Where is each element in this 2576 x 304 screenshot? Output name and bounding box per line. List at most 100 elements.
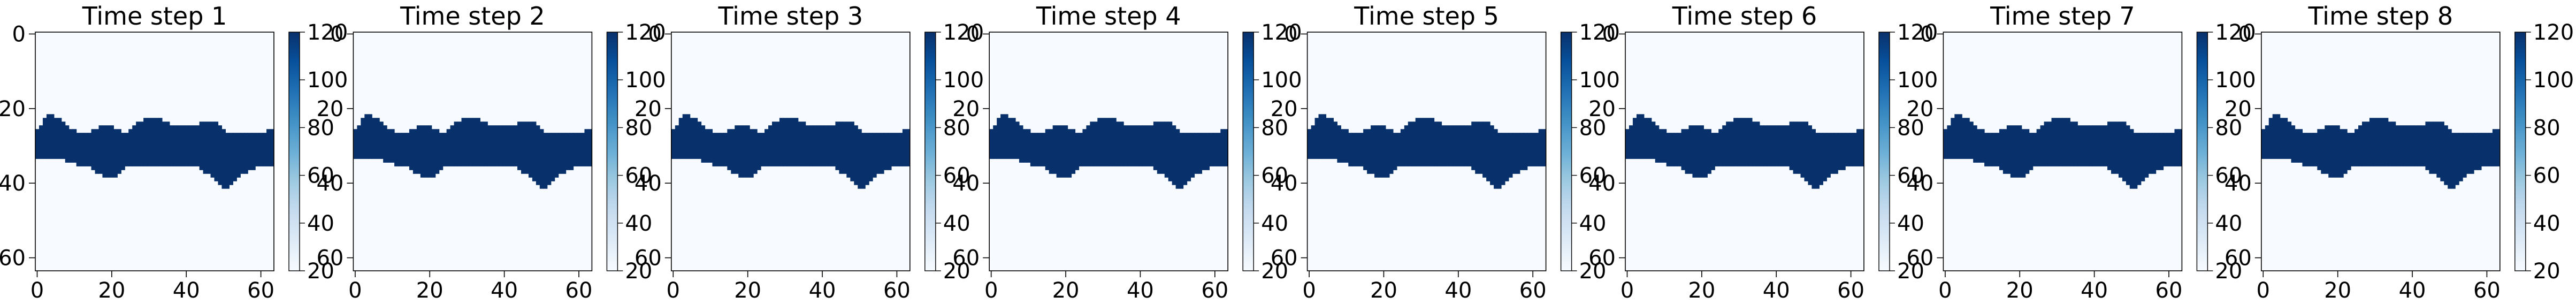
channel-cell: [1692, 125, 1697, 178]
channel-cell: [1811, 129, 1816, 189]
channel-cell: [753, 129, 758, 174]
channel-cell: [416, 125, 421, 174]
channel-cell: [2451, 133, 2456, 189]
channel-cell: [2276, 114, 2281, 159]
channel-cell: [117, 129, 121, 174]
channel-cell: [1134, 125, 1139, 166]
channel-cell: [1527, 133, 1532, 166]
channel-cell: [2280, 118, 2284, 159]
channel-cell: [1681, 129, 1686, 170]
channel-cell: [2291, 125, 2296, 163]
channel-cell: [1841, 133, 1846, 170]
channel-cell: [2167, 133, 2172, 166]
channel-cell: [1715, 133, 1719, 166]
channel-cell: [266, 129, 271, 166]
channel-cell: [143, 118, 148, 166]
x-tick-label: 40: [491, 278, 518, 301]
y-tick-label: 20: [1906, 97, 1933, 121]
channel-cell: [1519, 133, 1524, 170]
channel-cell: [2141, 133, 2145, 181]
y-tick-label: 60: [0, 246, 26, 271]
channel-cell: [708, 129, 713, 163]
channel-cell: [532, 121, 537, 181]
channel-cell: [1644, 118, 1648, 159]
channel-cell: [491, 125, 495, 166]
channel-cell: [1190, 133, 1195, 178]
channel-cell: [2492, 129, 2497, 166]
channel-cell: [2032, 133, 2037, 166]
channel-cell: [1726, 121, 1730, 166]
channel-cell: [1534, 133, 1539, 166]
channel-cell: [2044, 121, 2048, 166]
colorbar-tick-label: 60: [307, 164, 334, 188]
channel-cell: [1778, 125, 1783, 166]
channel-cell: [1071, 129, 1076, 174]
panel-title: Time step 7: [1990, 2, 2135, 31]
channel-cell: [2343, 129, 2348, 174]
colorbar-tick-label: 40: [2215, 211, 2242, 236]
y-tick-label: 40: [1271, 171, 1298, 196]
channel-cell: [2114, 121, 2119, 174]
channel-cell: [2391, 121, 2396, 166]
channel-cell: [173, 125, 178, 166]
channel-cell: [1730, 121, 1734, 166]
channel-cell: [1718, 129, 1723, 166]
channel-cell: [865, 133, 869, 185]
channel-cell: [405, 133, 410, 166]
colorbar-tick-label: 40: [1579, 211, 1607, 236]
channel-cell: [427, 125, 432, 178]
channel-cell: [723, 133, 728, 166]
channel-cell: [2144, 133, 2149, 178]
x-tick-label: 20: [1688, 278, 1715, 301]
channel-cell: [2355, 129, 2359, 166]
channel-cell: [783, 118, 788, 166]
channel-cell: [1696, 125, 1700, 178]
axes-frame: [353, 32, 593, 271]
channel-cell: [816, 125, 821, 166]
channel-cell: [1008, 118, 1012, 159]
channel-cell: [1954, 114, 1959, 159]
colorbar-fill: [289, 32, 300, 271]
x-tick-label: 40: [1127, 278, 1154, 301]
channel-cell: [487, 125, 492, 166]
channel-cell: [225, 133, 230, 189]
channel-cell: [2455, 133, 2459, 185]
colorbar-tick-label: 20: [307, 259, 334, 284]
channel-cell: [83, 133, 88, 166]
channel-cell: [184, 125, 189, 166]
x-tick-label: 60: [2473, 278, 2501, 301]
x-tick-label: 20: [734, 278, 761, 301]
colorbar-fill: [2197, 32, 2208, 271]
x-tick-label: 20: [416, 278, 444, 301]
channel-cell: [813, 125, 817, 166]
channel-cell: [2025, 129, 2030, 174]
channel-cell: [195, 125, 200, 166]
channel-cell: [61, 121, 66, 159]
channel-cell: [1160, 121, 1165, 174]
channel-cell: [543, 133, 548, 189]
channel-cell: [2317, 129, 2321, 170]
channel-cell: [2481, 133, 2486, 166]
channel-cell: [240, 133, 244, 174]
channel-cell: [2129, 129, 2134, 189]
colorbar-tick-label: 120: [2215, 20, 2256, 45]
channel-cell: [180, 125, 185, 166]
colorbar-tick-label: 60: [1897, 164, 1924, 188]
colorbar-tick-label: 120: [1579, 20, 1620, 45]
channel-cell: [2066, 118, 2070, 166]
channel-cell: [2336, 125, 2340, 178]
channel-cell: [2321, 129, 2325, 174]
channel-cell: [779, 118, 784, 166]
channel-cell: [2436, 121, 2441, 178]
y-tick-label: 40: [0, 171, 26, 196]
channel-cell: [2029, 133, 2034, 170]
channel-cell: [1793, 121, 1798, 174]
channel-cell: [2496, 129, 2501, 166]
axes-frame: [1625, 32, 1864, 271]
channel-cell: [1501, 133, 1505, 185]
channel-cell: [1404, 125, 1409, 166]
channel-cell: [1767, 125, 1771, 166]
channel-cell: [1052, 125, 1057, 174]
channel-cell: [1101, 118, 1105, 166]
channel-cell: [551, 133, 555, 181]
